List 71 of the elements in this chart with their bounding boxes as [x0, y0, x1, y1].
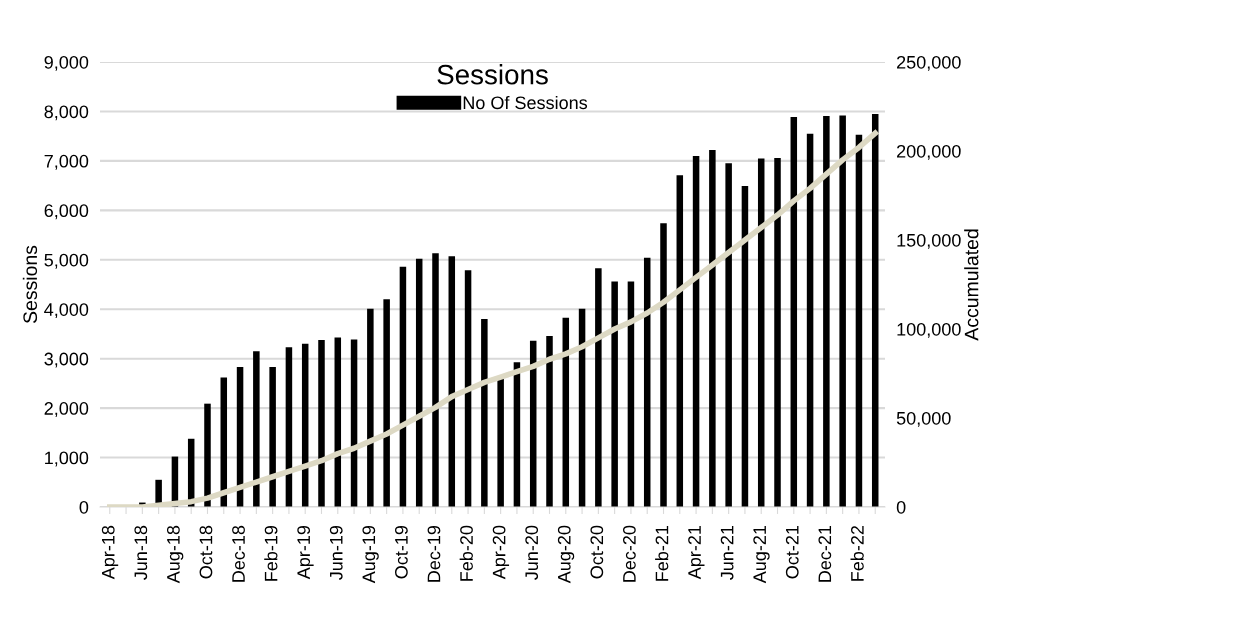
- bar: [448, 256, 456, 507]
- x-tick-label: Oct-18: [199, 525, 213, 579]
- bar: [383, 299, 390, 507]
- bar: [367, 308, 374, 507]
- x-tick-label: Oct-21: [785, 525, 799, 579]
- x-tick-label: Dec-20: [622, 525, 636, 582]
- y2-tick-label: 100,000: [897, 322, 961, 338]
- x-tick-label: Apr-18: [101, 525, 119, 580]
- x-tick-label: Dec-18: [232, 525, 245, 582]
- y-tick-label: 1,000: [45, 451, 89, 467]
- y-axis-title: Sessions: [22, 245, 38, 324]
- bar: [823, 115, 830, 507]
- x-tick-label: Jun-18: [134, 525, 148, 580]
- y2-tick-label: 50,000: [896, 411, 951, 427]
- bar: [611, 281, 618, 507]
- y-tick-label: 8,000: [44, 105, 89, 121]
- y-tick-label: 3,000: [44, 352, 89, 368]
- y2-axis-title: Accumulated: [964, 229, 979, 341]
- y-tick-label: 5,000: [44, 253, 89, 269]
- x-tick-label: Oct-19: [394, 525, 408, 579]
- bar: [253, 351, 260, 507]
- bar: [269, 367, 276, 507]
- x-tick-label: Aug-20: [557, 525, 575, 584]
- bar: [497, 378, 504, 507]
- bar: [692, 155, 700, 507]
- y2-tick-label: 0: [896, 500, 906, 514]
- bar: [806, 133, 814, 507]
- bar: [757, 158, 765, 507]
- y-tick-label: 6,000: [44, 204, 89, 220]
- x-tick-label: Feb-19: [264, 525, 278, 581]
- y2-tick-label: 250,000: [897, 55, 961, 71]
- bar: [481, 319, 488, 507]
- x-tick-label: Dec-21: [818, 525, 832, 582]
- bar: [595, 268, 602, 507]
- y2-tick-label: 150,000: [897, 233, 961, 249]
- x-tick-label: Oct-20: [590, 525, 604, 579]
- x-tick-label: Jun-19: [329, 525, 343, 580]
- x-tick-label: Feb-21: [655, 525, 669, 581]
- y2-tick-label: 200,000: [897, 144, 961, 160]
- x-tick-label: Aug-18: [166, 525, 184, 584]
- bar: [839, 115, 846, 507]
- chart-title: Sessions: [437, 64, 548, 85]
- bar: [432, 253, 439, 507]
- x-tick-label: Apr-19: [297, 525, 314, 580]
- x-tick-label: Apr-20: [492, 525, 510, 580]
- bar: [318, 339, 325, 507]
- bar: [204, 403, 211, 507]
- y-tick-label: 7,000: [44, 154, 89, 170]
- x-tick-label: Feb-20: [459, 525, 473, 581]
- y-tick-label: 2,000: [44, 402, 89, 417]
- bar: [546, 335, 553, 507]
- x-tick-label: Apr-21: [688, 525, 705, 580]
- x-tick-label: Dec-19: [427, 525, 441, 582]
- y-tick-label: 4,000: [44, 303, 89, 319]
- bar: [774, 157, 781, 507]
- bar: [855, 134, 863, 507]
- bar: [741, 186, 749, 507]
- x-tick-label: Feb-22: [850, 525, 864, 581]
- x-tick-label: Jun-20: [525, 525, 539, 580]
- x-tick-label: Jun-21: [720, 525, 734, 580]
- bar: [660, 223, 667, 507]
- y-tick-label: 0: [79, 500, 89, 514]
- legend-label: No Of Sessions: [463, 95, 588, 110]
- x-tick-label: Aug-19: [362, 525, 379, 584]
- bar: [676, 175, 684, 507]
- bar: [790, 116, 798, 507]
- bar: [725, 163, 732, 507]
- bar: [871, 113, 879, 507]
- bar: [709, 150, 716, 507]
- y-tick-label: 9,000: [44, 55, 89, 71]
- x-tick-label: Aug-21: [753, 525, 770, 584]
